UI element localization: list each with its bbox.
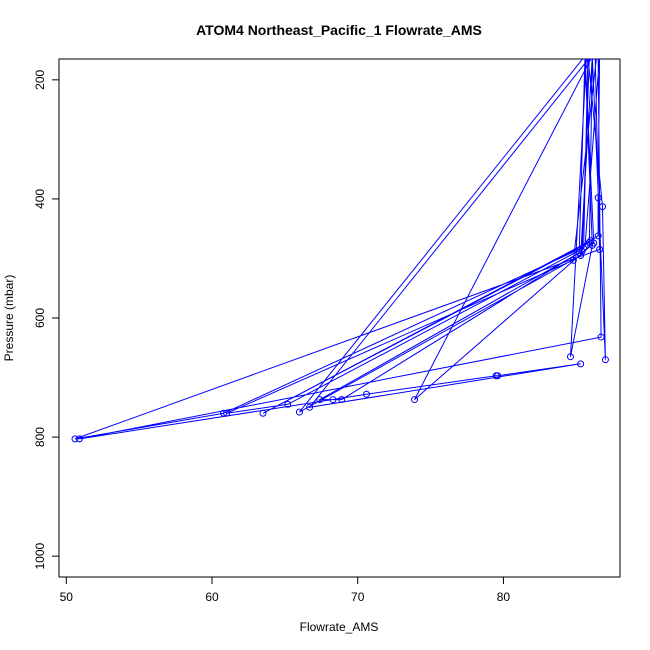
data-point — [593, 59, 598, 60]
y-axis-label: Pressure (mbar) — [2, 275, 16, 362]
data-point — [362, 390, 370, 398]
data-point — [259, 409, 267, 417]
y-tick-label: 800 — [33, 427, 47, 447]
data-point — [71, 435, 79, 443]
series-layer — [71, 59, 609, 443]
data-point — [587, 59, 592, 60]
data-point — [601, 356, 609, 364]
data-point — [577, 360, 585, 368]
data-point — [295, 408, 303, 416]
data-point — [586, 59, 590, 60]
data-point — [583, 59, 587, 60]
data-point — [494, 372, 502, 380]
data-point — [583, 59, 587, 60]
x-tick-label: 80 — [497, 590, 511, 604]
data-point — [223, 409, 231, 417]
x-tick-label: 70 — [351, 590, 365, 604]
data-point — [590, 59, 595, 60]
data-point — [411, 396, 419, 404]
series-line — [74, 59, 606, 440]
data-point — [594, 194, 602, 202]
data-point — [589, 59, 593, 60]
data-point — [220, 409, 228, 417]
x-axis-label: Flowrate_AMS — [300, 620, 379, 634]
data-point — [594, 59, 599, 60]
y-tick-label: 1000 — [33, 542, 47, 569]
data-point — [590, 239, 598, 247]
data-point — [584, 59, 589, 60]
data-point — [329, 396, 337, 404]
data-point — [338, 396, 346, 404]
x-axis: 50 60 70 80 — [60, 576, 511, 604]
data-point — [597, 333, 605, 341]
data-point — [566, 353, 574, 361]
x-tick-label: 50 — [60, 590, 74, 604]
data-point — [284, 400, 292, 408]
data-point — [306, 403, 314, 411]
data-point — [316, 396, 324, 404]
data-point — [596, 246, 604, 254]
data-point — [599, 203, 607, 211]
y-tick-label: 200 — [33, 70, 47, 90]
data-point — [590, 59, 595, 60]
y-tick-label: 400 — [33, 189, 47, 209]
data-point — [75, 435, 83, 443]
x-tick-label: 60 — [205, 590, 219, 604]
chart-title: ATOM4 Northeast_Pacific_1 Flowrate_AMS — [196, 22, 482, 38]
data-point — [575, 249, 583, 257]
data-point — [596, 59, 600, 60]
data-point — [590, 59, 595, 60]
data-point — [594, 232, 602, 240]
plot-frame — [58, 58, 621, 578]
y-tick-label: 600 — [33, 308, 47, 328]
y-axis: 200 400 600 800 1000 — [33, 70, 60, 570]
data-point — [597, 59, 602, 60]
data-point — [569, 256, 577, 264]
